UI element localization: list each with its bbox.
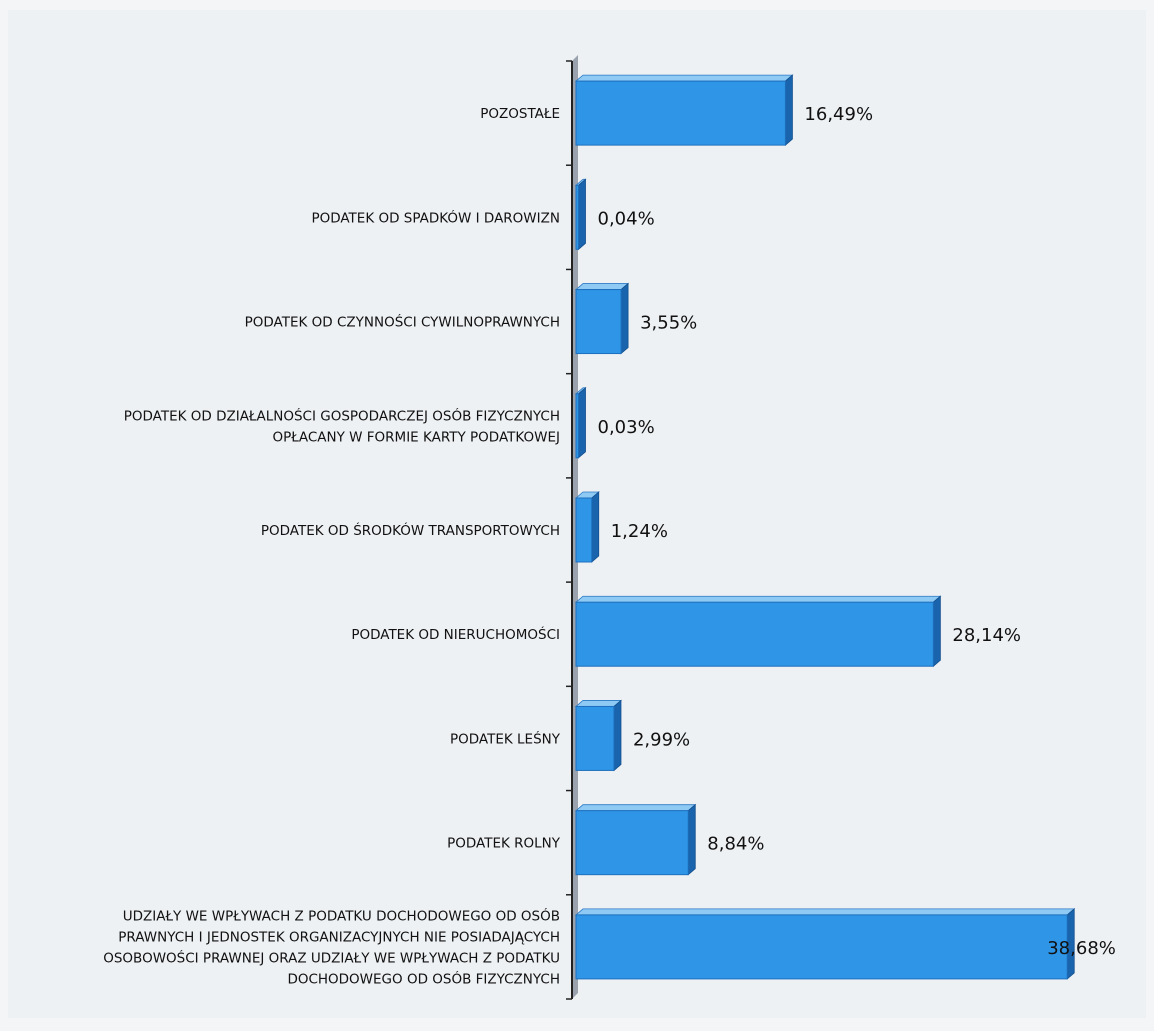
category-label: PODATEK LEŚNY	[450, 729, 561, 747]
bar-top	[574, 700, 623, 707]
bar-top	[574, 74, 794, 82]
category-label: OSOBOWOŚCI PRAWNEJ ORAZ UDZIAŁY WE WPŁYW…	[103, 948, 560, 966]
bar-side	[687, 803, 696, 876]
bar-group	[574, 386, 587, 459]
bar	[575, 914, 1068, 980]
bar-top	[574, 804, 697, 812]
bar	[575, 705, 615, 771]
category-label: OPŁACANY W FORMIE KARTY PODATKOWEJ	[272, 429, 560, 445]
bar-side	[578, 178, 586, 251]
category-label: PODATEK OD DZIAŁALNOŚCI GOSPODARCZEJ OSÓ…	[124, 406, 560, 424]
bar-side	[578, 386, 586, 459]
category-label: DOCHODOWEGO OD OSÓB FIZYCZNYCH	[287, 969, 560, 987]
bar-side	[932, 595, 941, 668]
category-label: POZOSTAŁE	[480, 106, 560, 122]
bar-top	[574, 595, 942, 603]
bar	[575, 497, 593, 563]
bar-side	[785, 74, 793, 146]
bar	[575, 601, 934, 667]
data-label: 2,99%	[633, 729, 690, 750]
bar	[575, 393, 579, 459]
bar-top	[574, 283, 630, 290]
data-label: 0,03%	[598, 417, 655, 438]
bar-side	[591, 491, 600, 563]
bar	[575, 289, 622, 355]
bar-group	[574, 908, 1076, 980]
data-label: 8,84%	[707, 834, 764, 855]
data-label: 3,55%	[640, 313, 697, 334]
bar-group	[574, 178, 587, 251]
bar	[575, 184, 579, 250]
data-label: 0,04%	[598, 208, 655, 229]
data-label: 1,24%	[611, 521, 668, 542]
bar-group	[574, 595, 942, 668]
category-label: PRAWNYCH I JEDNOSTEK ORGANIZACYJNYCH NIE…	[118, 929, 560, 945]
data-label: 28,14%	[952, 625, 1021, 646]
category-label: PODATEK OD ŚRODKÓW TRANSPORTOWYCH	[261, 521, 560, 539]
bar-group	[574, 803, 697, 876]
bar-group	[574, 74, 794, 146]
bar-group	[574, 699, 623, 772]
data-label: 16,49%	[804, 104, 873, 125]
bar-side	[620, 282, 629, 355]
bar-group	[574, 282, 630, 355]
category-label: PODATEK OD SPADKÓW I DAROWIZN	[311, 208, 560, 226]
bar	[575, 80, 786, 146]
bar-group	[574, 491, 600, 563]
bar	[575, 810, 689, 876]
data-label: 38,68%	[1047, 938, 1116, 959]
category-label: PODATEK ROLNY	[447, 836, 561, 852]
bar-side	[613, 699, 622, 772]
bar-top	[574, 908, 1076, 916]
category-label: PODATEK OD NIERUCHOMOŚCI	[351, 625, 560, 643]
category-label: UDZIAŁY WE WPŁYWACH Z PODATKU DOCHODOWEG…	[123, 906, 560, 924]
category-label: PODATEK OD CZYNNOŚCI CYWILNOPRAWNYCH	[245, 313, 560, 331]
